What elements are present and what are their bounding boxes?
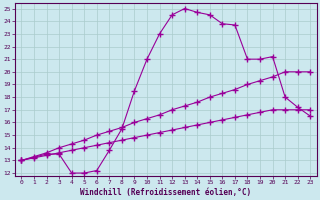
X-axis label: Windchill (Refroidissement éolien,°C): Windchill (Refroidissement éolien,°C): [80, 188, 252, 197]
